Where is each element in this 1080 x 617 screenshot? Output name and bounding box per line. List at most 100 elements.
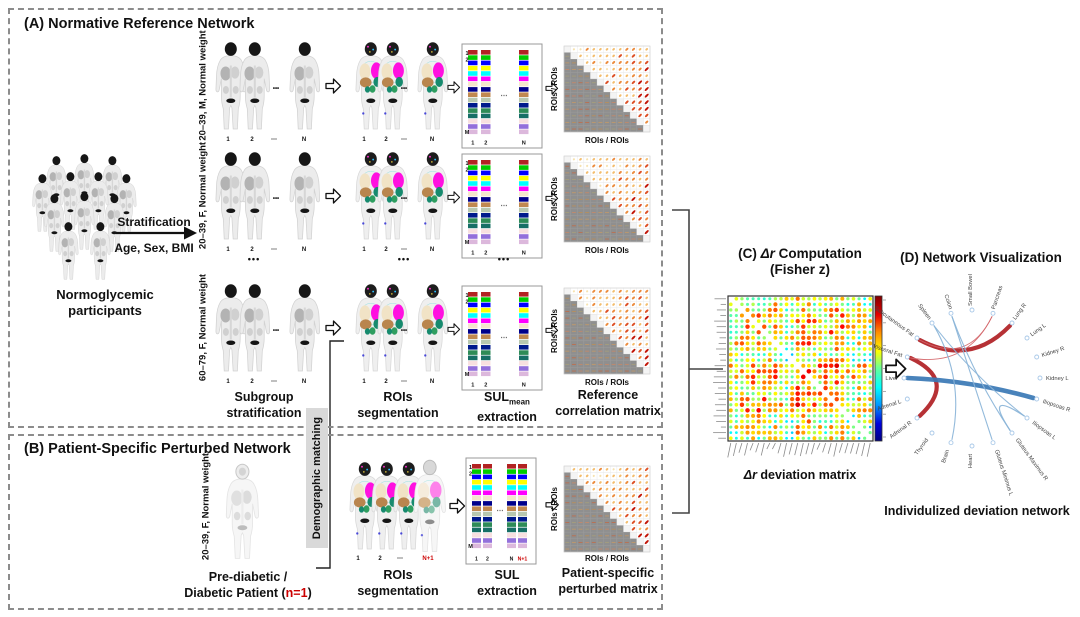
svg-text: N+1 [422, 556, 434, 562]
svg-text: 1 [356, 556, 360, 562]
svg-text: ROIs / ROIs [585, 554, 630, 563]
caption-subgroup-stratification: Subgroup stratification [212, 390, 316, 421]
row-ellipsis-2: ••• [397, 254, 411, 264]
group-label-row3: 60–79, F, Normal weight [197, 273, 209, 382]
network-edge [910, 316, 993, 360]
svg-text: ROIs / ROIs [585, 246, 630, 255]
svg-text: 1 [362, 137, 366, 143]
svg-text: ⋯ [501, 93, 508, 100]
svg-text: 1 [471, 141, 474, 147]
matrix-col-label-mark [777, 442, 782, 454]
svg-text: ⋯ [401, 247, 407, 253]
svg-text: N [522, 251, 526, 257]
svg-text: 2 [384, 137, 388, 143]
network-node [948, 440, 954, 446]
network-node-label: Brain [941, 449, 951, 464]
caption-rois-segmentation-a: ROIs segmentation [340, 390, 456, 421]
matrix-col-label-mark [794, 442, 799, 456]
svg-text: ••• [273, 196, 279, 202]
svg-text: N [522, 383, 526, 389]
matrix-col-label-mark [805, 442, 810, 455]
network-edge [908, 355, 939, 419]
svg-text: N [522, 141, 526, 147]
reference-correlation-matrix [563, 287, 651, 375]
matrix-col-label-mark [744, 442, 748, 456]
matrix-col-label-mark [788, 442, 793, 455]
flow-arrow-icon [325, 320, 342, 336]
caption-line: SULmean [455, 390, 559, 410]
row-ellipsis-1: ••• [247, 254, 261, 264]
network-node [1024, 335, 1030, 341]
caption-line: ROIs [383, 390, 413, 404]
caption-line: SUL [494, 568, 520, 582]
matrix-col-label-mark [866, 442, 871, 457]
svg-text: 1 [362, 247, 366, 253]
matrix-col-label-mark [827, 442, 832, 454]
patient-caption-pre: Diabetic Patient ( [184, 585, 286, 600]
svg-text: ⋯ [501, 203, 508, 210]
svg-text: ROIs / ROIs [550, 308, 559, 353]
network-node [969, 307, 975, 313]
network-node [1009, 430, 1015, 436]
demographic-bracket [316, 340, 344, 569]
svg-text: ⋯ [401, 137, 407, 143]
svg-text: 2 [465, 300, 468, 306]
network-node-label: Lung R [1012, 303, 1028, 322]
matrix-col-label-mark [732, 442, 737, 457]
body-scan [417, 151, 449, 240]
svg-text: 2 [465, 168, 468, 174]
flow-arrow-icon [325, 188, 342, 204]
network-node-label: Thyroid [914, 438, 930, 457]
flow-arrow-icon [449, 498, 466, 514]
body-scan [417, 41, 449, 130]
matrix-col-label-mark [822, 442, 826, 453]
patient-perturbed-matrix [563, 465, 651, 553]
svg-text: N [302, 379, 306, 385]
network-node [990, 440, 996, 446]
svg-text: 2 [484, 251, 487, 257]
delta-r-symbol: Δr [743, 468, 757, 482]
crowd-label: Normoglycemic participants [20, 287, 190, 319]
svg-text: 2 [465, 58, 468, 64]
caption-reference-correlation-matrix: Reference correlation matrix [540, 388, 676, 419]
panel-c-title-post: Computation [774, 246, 862, 261]
svg-text: M [465, 240, 470, 246]
network-node-label: Adrenal R [889, 420, 913, 440]
network-node [1034, 354, 1040, 360]
network-node-label: Colon [943, 294, 953, 310]
network-node [990, 310, 996, 316]
svg-text: M [465, 130, 470, 136]
demographic-matching-label: Demographic matching [311, 416, 323, 540]
svg-text: ••• [273, 328, 279, 334]
network-node [1024, 415, 1030, 421]
network-node [904, 396, 910, 402]
svg-text: 2 [469, 472, 472, 478]
panel-a-title: (A) Normative Reference Network [24, 16, 255, 32]
network-edge [917, 323, 1013, 353]
panel-c-title-pre: (C) [738, 246, 761, 261]
network-node-label: Kidney L [1046, 376, 1069, 382]
caption-rois-segmentation-b: ROIs segmentation [340, 568, 456, 599]
svg-text: ••• [401, 196, 407, 202]
svg-text: N+1 [518, 557, 528, 563]
caption-line: (C) Δr Computation [712, 246, 888, 262]
merge-bracket [672, 209, 690, 514]
matrix-col-label-mark [738, 442, 743, 453]
body-scan [239, 151, 271, 240]
svg-text: M [465, 372, 470, 378]
fisher-z-label: (Fisher z) [769, 262, 830, 277]
svg-text: 2 [378, 556, 382, 562]
svg-text: 1 [226, 247, 230, 253]
network-node-label: Gluteus Maximus R [1014, 438, 1049, 482]
svg-text: 2 [250, 247, 254, 253]
caption-sul-mean-extraction: SULmean extraction [455, 390, 559, 426]
network-caption: Individulized deviation network [884, 504, 1070, 518]
svg-text: M [468, 544, 473, 550]
svg-text: 2 [384, 247, 388, 253]
svg-text: ⋯ [401, 379, 407, 385]
svg-text: N [510, 557, 514, 563]
network-node-label: Liver [885, 376, 898, 382]
network-edge [933, 325, 1025, 417]
